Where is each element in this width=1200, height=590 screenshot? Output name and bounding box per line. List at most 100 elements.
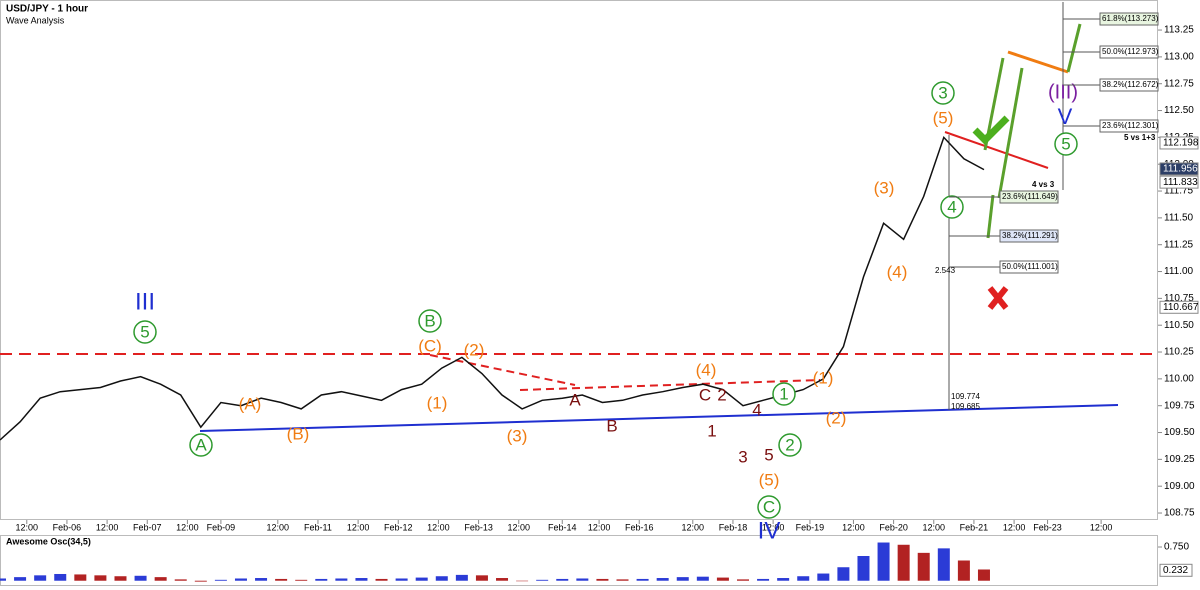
wave-label: (2) [826,408,847,427]
price-tag: 111.956 [1163,164,1198,175]
wedge-line [429,354,576,386]
wave-label: (5) [759,470,780,489]
osc-bar [415,577,428,581]
x-tick-label: Feb-06 [53,522,82,532]
osc-tick-label: 0.750 [1164,542,1189,553]
fib-label: 38.2%(112.672) [1102,80,1159,89]
fib-label: 50.0%(112.973) [1102,47,1159,56]
support-line [199,404,1119,432]
cross-mark [987,286,1009,310]
wave-label: (5) [933,108,954,127]
osc-bar [275,578,288,581]
osc-bar [154,577,167,581]
x-tick-label: 12:00 [682,522,705,532]
y-tick-label: 113.00 [1164,52,1194,63]
x-tick-label: 12:00 [347,522,370,532]
price-tag: 112.198 [1163,138,1199,149]
y-tick-label: 112.75 [1164,78,1194,89]
osc-bar [14,577,27,581]
osc-bar [696,576,709,581]
osc-bar [596,578,609,581]
x-tick-label: 12:00 [267,522,290,532]
osc-bar [114,576,127,581]
wave-label: (B) [287,424,310,443]
osc-bar [315,578,328,581]
x-tick-label: 12:00 [762,522,785,532]
wave-label: B [606,416,617,435]
osc-bar [536,579,549,581]
y-tick-label: 112.50 [1164,105,1194,116]
osc-bar [576,578,589,581]
wave-label: 4 [752,400,761,419]
x-tick-label: 12:00 [427,522,450,532]
wave-circle [757,495,781,519]
note: 2.543 [935,266,956,275]
wave-label: C [699,385,711,404]
x-tick-label: Feb-23 [1033,522,1062,532]
osc-bar [877,542,890,581]
wave-label: III [135,288,155,315]
wave-label: A [569,390,581,409]
fib-box [1099,119,1159,133]
x-tick-label: 12:00 [176,522,199,532]
chart-title: USD/JPY - 1 hour [6,4,88,15]
x-tick-label: 12:00 [16,522,39,532]
x-tick-label: 12:00 [1090,522,1113,532]
osc-bar [355,578,368,581]
wave-label: (3) [874,178,895,197]
x-tick-label: Feb-14 [548,522,577,532]
wave-label: B [424,311,435,330]
wave-label: (1) [427,393,448,412]
osc-bar [556,578,569,581]
x-tick-label: 12:00 [842,522,865,532]
osc-bar [736,579,749,581]
wave-circle [931,81,955,105]
wave-circle [940,195,964,219]
wave-label: C [763,497,775,516]
wave-circle [772,382,796,406]
x-tick-label: Feb-19 [796,522,825,532]
osc-bar [375,578,388,581]
osc-bar [134,575,147,581]
osc-bar [616,579,629,581]
osc-bar [857,556,870,581]
x-tick-label: Feb-09 [207,522,236,532]
osc-bar [395,578,408,581]
wave-label: 3 [738,447,747,466]
wave-label: V [1058,104,1073,129]
price-tag-box [1159,136,1199,150]
price-tag: 111.833 [1163,177,1198,188]
wave-label: (2) [464,340,485,359]
price-tag-box [1159,300,1199,314]
price-tag: 110.667 [1163,302,1199,313]
wave-label: IV [758,517,781,544]
price-panel [0,0,1158,520]
osc-bar [777,578,790,581]
wave-label: (4) [696,360,717,379]
wave-circle [1054,132,1078,156]
osc-bar [214,579,227,581]
osc-bar [917,552,930,581]
x-tick-label: Feb-12 [384,522,413,532]
x-tick-label: 12:00 [507,522,530,532]
osc-bar [34,575,47,581]
osc-bar [455,574,468,581]
fib-box [1099,78,1159,92]
wave-label: 4 [947,197,956,216]
osc-bar [475,575,488,581]
wave-label: 2 [785,435,794,454]
price-tag-box [1159,175,1199,189]
wave-label: (III) [1048,81,1078,103]
note: 4 vs 3 [1032,180,1055,189]
osc-bar [977,569,990,581]
check-mark [972,115,1010,145]
green-arrows [983,23,1082,239]
wave-label: 5 [764,445,773,464]
fib-lines [948,2,1064,410]
fib-label: 50.0%(111.001) [1002,262,1058,271]
osc-bar [636,578,649,581]
fib-label: 38.2%(111.291) [1002,231,1058,240]
osc-bar [435,576,448,581]
x-tick-label: Feb-07 [133,522,162,532]
